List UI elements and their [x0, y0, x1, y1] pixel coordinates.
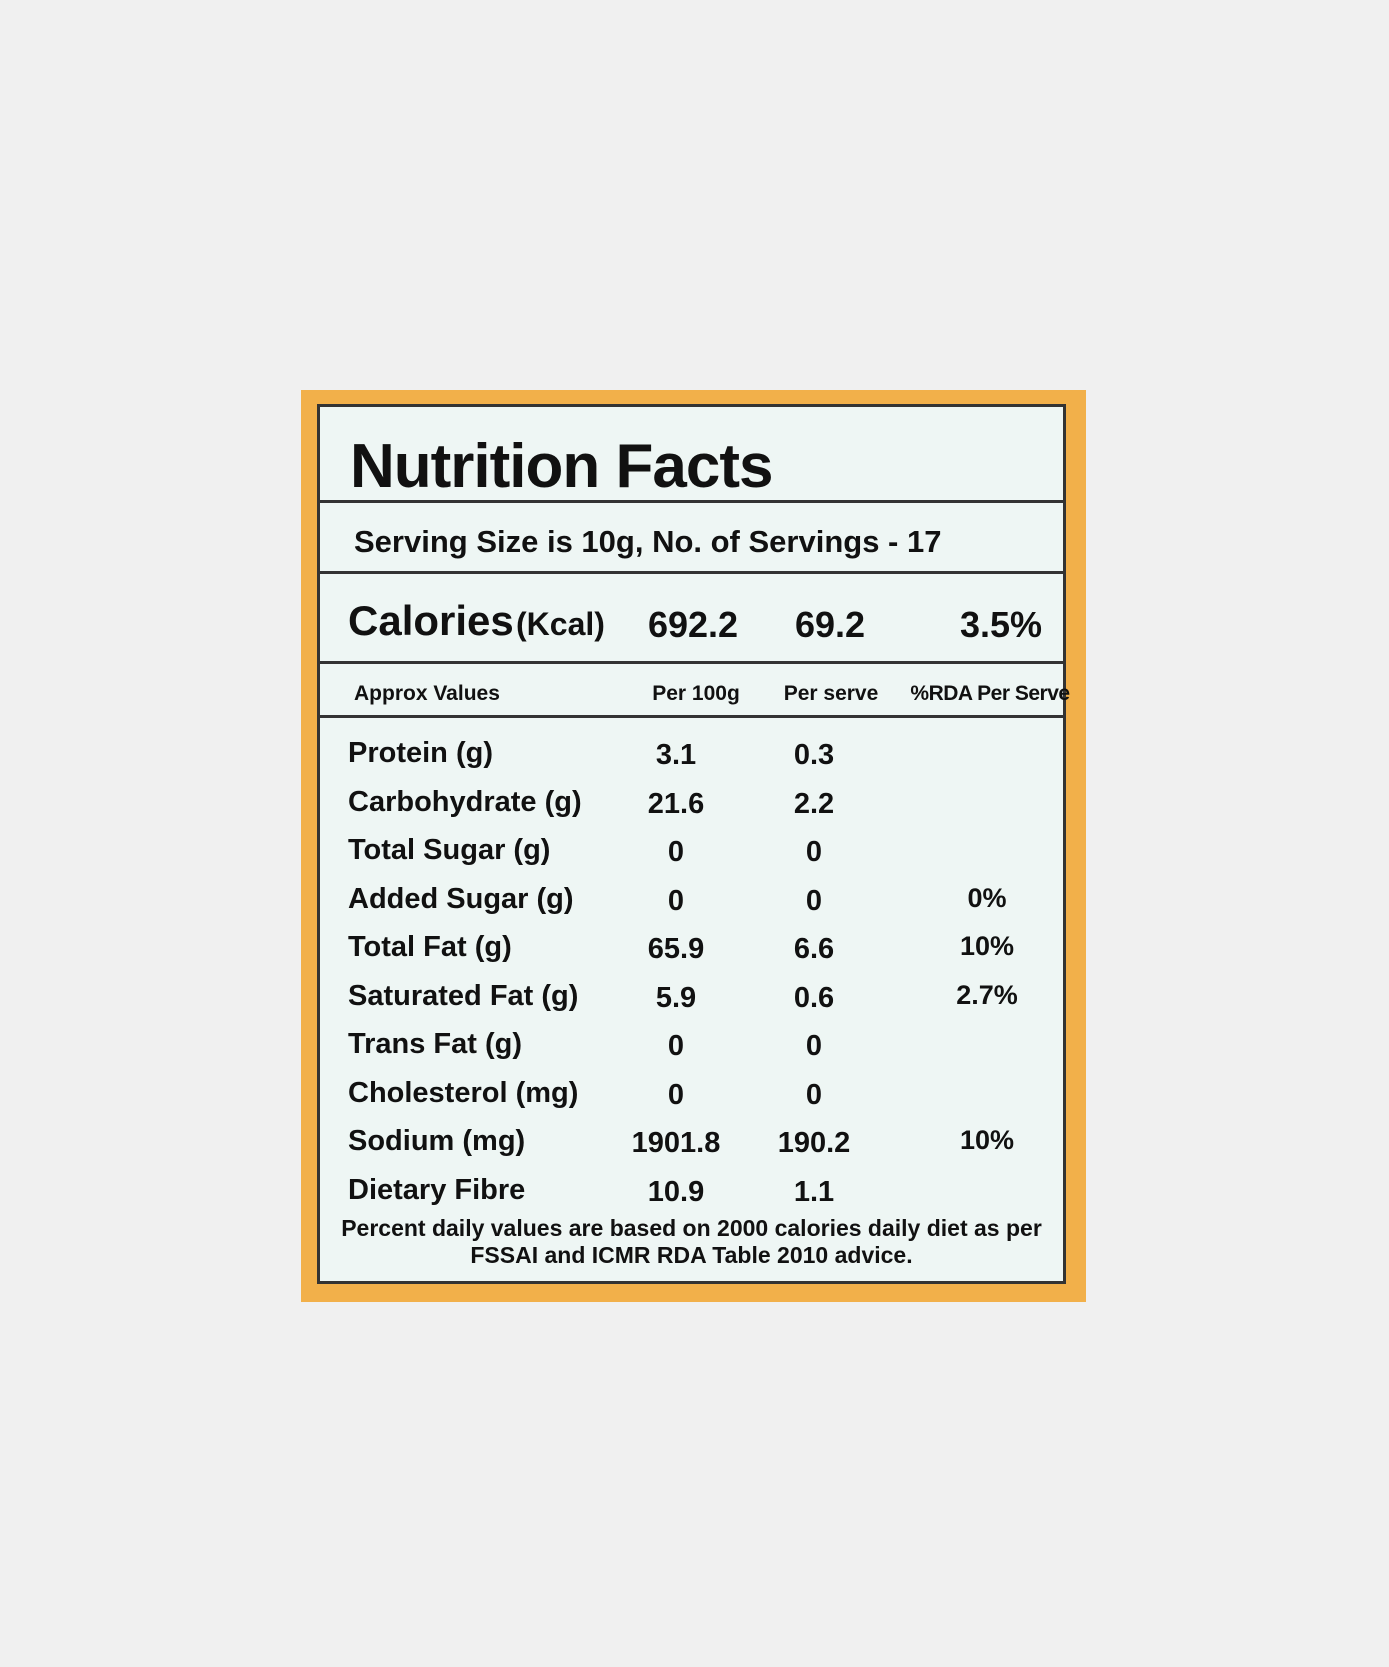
- nutrient-name: Trans Fat (g): [348, 1028, 523, 1060]
- divider: [320, 571, 1063, 574]
- calories-unit: (Kcal): [516, 606, 605, 642]
- per-100g: 65.9: [647, 933, 705, 965]
- per-100g: 0: [667, 1030, 685, 1062]
- nutrient-name: Added Sugar (g): [348, 882, 574, 915]
- label-frame: Nutrition Facts Serving Size is 10g, No.…: [301, 390, 1086, 1302]
- nutrient-name: Cholesterol (mg): [348, 1076, 579, 1109]
- header-rda: %RDA Per Serve: [910, 682, 1070, 705]
- per-serve: 0: [805, 836, 823, 868]
- calories-per-100g: 692.2: [647, 604, 739, 645]
- per-serve: 0.6: [793, 981, 835, 1014]
- divider: [320, 661, 1063, 664]
- serving: Serving Size is 10g, No. of Servings - 1…: [354, 524, 942, 559]
- nutrient-name: Saturated Fat (g): [348, 979, 579, 1012]
- per-serve: 0: [805, 1030, 823, 1062]
- per-serve: 0.3: [793, 739, 835, 771]
- per-serve: 190.2: [777, 1127, 851, 1159]
- rda: 10%: [959, 931, 1015, 961]
- footnote: Percent daily values are based on 2000 c…: [341, 1215, 1042, 1268]
- title: Nutrition Facts: [350, 432, 773, 501]
- header-per-serve: Per serve: [783, 682, 879, 705]
- calories-per-serve: 69.2: [794, 604, 866, 645]
- header-per-100g: Per 100g: [652, 682, 740, 705]
- per-100g: 5.9: [655, 981, 697, 1014]
- rda: 10%: [959, 1125, 1015, 1155]
- per-100g: 0: [667, 836, 685, 868]
- per-serve: 1.1: [793, 1175, 835, 1208]
- nutrition-label: Nutrition Facts Serving Size is 10g, No.…: [317, 404, 1070, 1284]
- per-100g: 0: [667, 1078, 685, 1111]
- calories-label: Calories: [348, 597, 514, 644]
- per-serve: 0: [805, 1078, 823, 1111]
- per-100g: 21.6: [647, 787, 705, 820]
- per-serve: 2.2: [793, 787, 835, 820]
- rda: 2.7%: [956, 979, 1018, 1010]
- calories-rda: 3.5%: [959, 604, 1043, 645]
- per-100g: 1901.8: [631, 1127, 721, 1159]
- nutrient-name: Total Fat (g): [348, 931, 512, 963]
- nutrient-name: Dietary Fibre: [348, 1173, 526, 1206]
- per-serve: 0: [805, 884, 823, 917]
- per-serve: 6.6: [793, 933, 835, 965]
- divider: [320, 500, 1063, 503]
- per-100g: 0: [667, 884, 685, 917]
- nutrient-name: Carbohydrate (g): [348, 785, 582, 818]
- header-name: Approx Values: [354, 682, 500, 705]
- nutrient-name: Total Sugar (g): [348, 834, 551, 866]
- rda: 0%: [967, 882, 1007, 913]
- per-100g: 10.9: [647, 1175, 705, 1208]
- nutrient-name: Protein (g): [348, 737, 493, 769]
- nutrient-name: Sodium (mg): [348, 1125, 526, 1157]
- divider: [320, 715, 1063, 718]
- per-100g: 3.1: [655, 739, 697, 771]
